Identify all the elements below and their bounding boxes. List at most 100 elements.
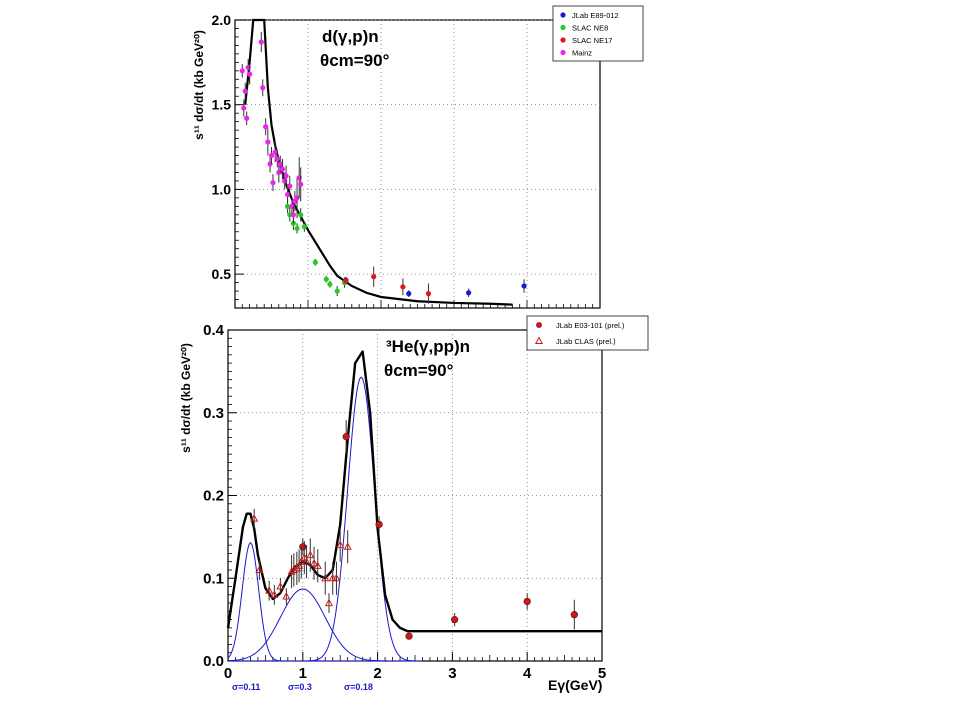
bottom-data-point-triangle (250, 514, 259, 522)
bottom-y-tick-label: 0.3 (203, 405, 224, 422)
sigma-annotation-3: σ=0.18 (344, 682, 373, 692)
bottom-gaussian-components (227, 376, 423, 662)
top-legend: JLab E89-012 SLAC NE8 SLAC NE17 Mainz (552, 5, 644, 62)
bottom-y-tick-label: 0.1 (203, 570, 224, 587)
top-data-point (287, 212, 293, 218)
top-data-point (283, 173, 289, 179)
top-data-point (294, 195, 300, 201)
bottom-data-point-triangle (297, 557, 306, 565)
top-data-point (244, 115, 250, 121)
bottom-legend-box (526, 315, 649, 351)
top-legend-label: SLAC NE17 (572, 36, 612, 45)
top-data-point (327, 281, 333, 287)
bottom-data-point-triangle (289, 565, 298, 573)
bottom-data-point-triangle (255, 565, 264, 573)
bottom-legend-marker (536, 322, 542, 328)
bottom-data-point-triangle (265, 586, 274, 594)
bottom-y-axis-label: s¹¹ dσ/dt (kb GeV²⁰) (179, 343, 193, 453)
bottom-data-point-circle (451, 616, 459, 624)
top-legend-label: SLAC NE8 (572, 24, 608, 33)
bottom-data-point-triangle (343, 542, 352, 550)
top-data-point (466, 290, 472, 296)
bottom-legend: JLab E03-101 (prel.) JLab CLAS (prel.) (526, 315, 649, 351)
top-y-tick-label: 2.0 (212, 12, 232, 28)
bottom-data-point-triangle (306, 550, 315, 559)
top-data-point (287, 183, 293, 189)
top-data-point (242, 88, 248, 94)
top-data-point (270, 180, 276, 186)
bottom-data-point-triangle (313, 561, 322, 569)
top-data-point (400, 284, 406, 290)
top-legend-marker (560, 12, 566, 18)
top-legend-marker (560, 49, 566, 56)
bottom-data-point-triangle (302, 557, 311, 565)
top-data-point (298, 181, 304, 187)
top-y-tick-label: 1.5 (212, 97, 232, 113)
bottom-data-point-circle (523, 597, 531, 606)
top-legend-label: Mainz (572, 49, 592, 58)
top-legend-marker (560, 37, 566, 43)
bottom-y-tick-label: 0.4 (203, 322, 225, 339)
top-data-point (284, 191, 291, 198)
top-panel: 0.5 1.0 1.5 2.0 s¹¹ dσ/dt (kb GeV²⁰) d(γ,p)… (192, 5, 644, 309)
top-grid (235, 19, 600, 308)
top-data-point (371, 274, 377, 280)
bottom-data-point-circle (570, 611, 578, 619)
top-data-point (323, 276, 329, 282)
bottom-data-point-triangle (324, 598, 334, 607)
bottom-chart-title: ³He(γ,pp)n (386, 337, 470, 356)
top-data-point (277, 161, 283, 167)
bottom-data-point-triangle (276, 581, 285, 590)
top-y-axis-label: s¹¹ dσ/dt (kb GeV²⁰) (192, 30, 206, 140)
bottom-plot-frame (227, 329, 603, 662)
top-data-point (239, 68, 245, 74)
top-data-point (521, 283, 527, 289)
bottom-chart-subtitle: θcm=90° (384, 361, 454, 380)
bottom-data-point-circle (375, 520, 383, 529)
top-y-tick-label: 1.0 (212, 181, 232, 197)
bottom-x-axis-label: Eγ(GeV) (548, 677, 602, 693)
bottom-legend-label: JLab E03-101 (prel.) (556, 321, 625, 330)
bottom-data-point-triangle (336, 540, 345, 549)
top-data-point (284, 203, 291, 209)
bottom-axis-ticks: 0 1 2 3 4 5 0.0 0.1 0.2 0.3 0.4 (203, 322, 606, 682)
top-data-point (312, 259, 318, 265)
bottom-panel: 0 1 2 3 4 5 0.0 0.1 0.2 0.3 0.4 s¹¹ dσ/dt (kb GeV²… (179, 315, 649, 693)
top-legend-marker (560, 24, 566, 31)
top-data-point (260, 85, 266, 91)
top-data-point (241, 105, 247, 111)
bottom-data-point-triangle (295, 561, 304, 569)
top-data-point (274, 156, 280, 162)
top-data-points (239, 31, 527, 304)
top-legend-box (552, 5, 644, 62)
top-chart-title: d(γ,p)n (322, 27, 379, 46)
bottom-data-point-triangle (309, 558, 319, 567)
top-data-point (301, 224, 307, 230)
top-data-point (425, 291, 432, 297)
top-data-point (268, 152, 275, 159)
gaussian-component-curve (228, 376, 423, 662)
top-y-ticks: 0.5 1.0 1.5 2.0 (212, 12, 601, 308)
top-data-point (294, 225, 300, 231)
bottom-x-tick-label: 4 (523, 665, 532, 682)
bottom-data-point-circle (405, 632, 413, 640)
bottom-x-tick-label: 2 (373, 665, 381, 682)
sigma-annotation-2: σ=0.3 (288, 682, 312, 692)
top-y-tick-label: 0.5 (212, 266, 232, 282)
bottom-data-point-triangle (282, 591, 291, 600)
top-data-point (290, 212, 296, 218)
bottom-data-point-triangle (300, 552, 309, 561)
sigma-annotation-1: σ=0.11 (232, 682, 260, 692)
bottom-x-tick-label: 0 (224, 665, 232, 682)
top-data-point (247, 71, 253, 77)
bottom-data-point-triangle (270, 590, 279, 598)
top-data-point (279, 166, 286, 172)
gaussian-component-curve (227, 588, 423, 662)
top-chart-subtitle: θcm=90° (320, 51, 390, 70)
top-data-point (263, 124, 269, 130)
top-data-point (406, 291, 412, 297)
top-data-point (272, 149, 278, 155)
top-data-point (343, 278, 349, 284)
bottom-x-tick-label: 5 (598, 665, 606, 682)
